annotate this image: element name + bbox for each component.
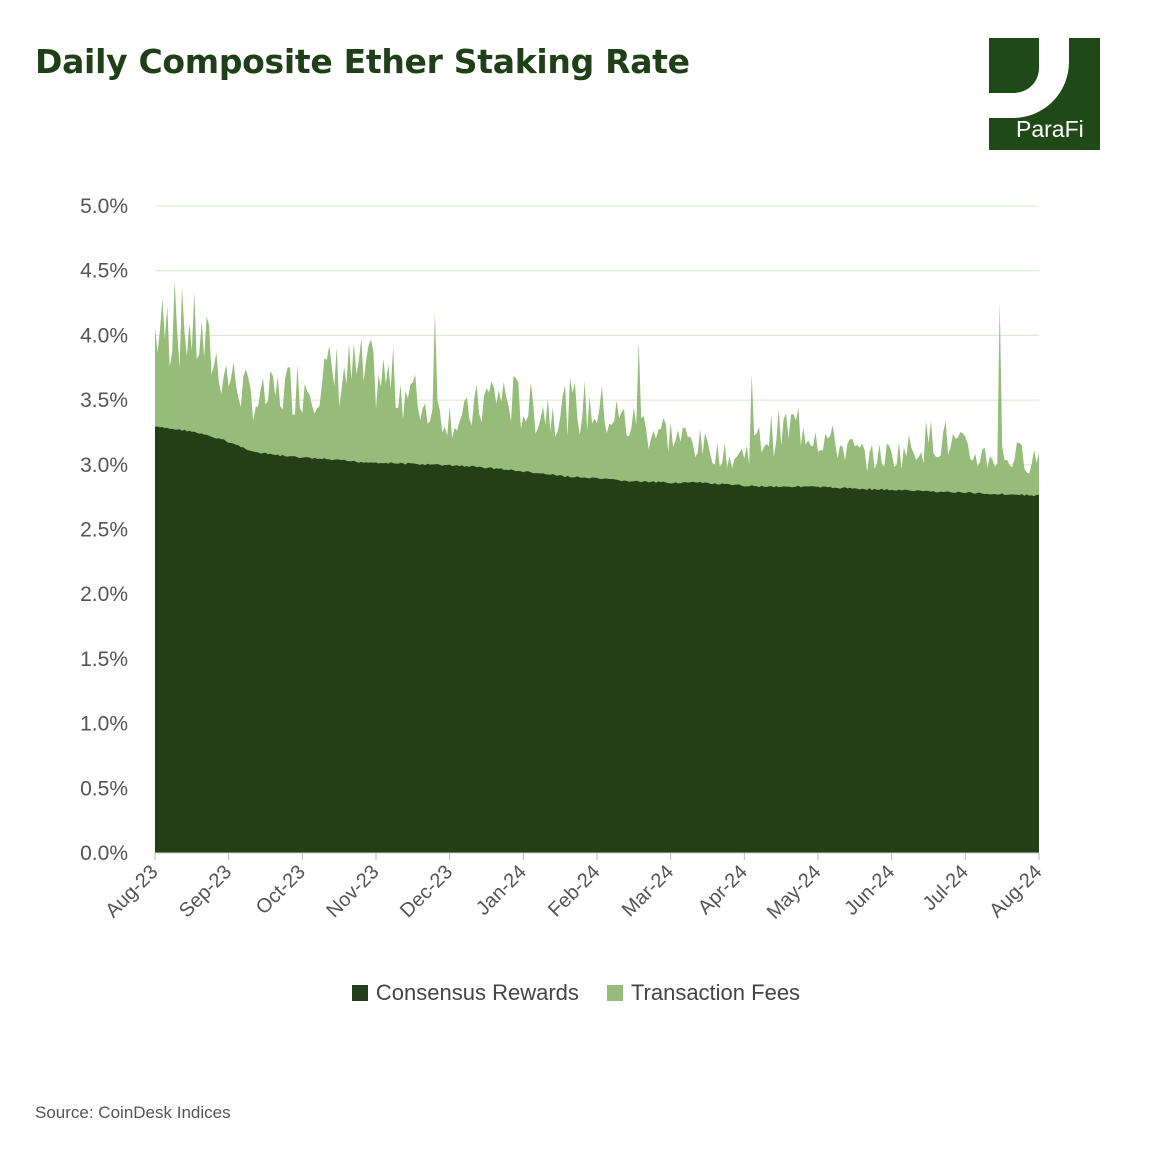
y-tick-label: 1.0%: [80, 713, 128, 736]
chart-areas: [155, 281, 1039, 854]
x-axis-ticks: Aug-23 Sep-23 Oct-23 Nov-23 Dec-23 Jan-24 Feb-…: [101, 852, 1047, 924]
legend-label-fees: Transaction Fees: [630, 980, 801, 1005]
area-consensus-rewards: [155, 426, 1039, 853]
x-tick-label: Aug-23: [101, 861, 162, 922]
x-tick-label: Dec-23: [396, 861, 457, 922]
y-tick-label: 5.0%: [80, 195, 128, 218]
y-tick-label: 1.5%: [80, 648, 128, 671]
x-tick-label: May-24: [763, 861, 826, 924]
x-tick-label: Feb-24: [544, 861, 604, 921]
x-tick-label: Jan-24: [472, 861, 531, 920]
y-tick-label: 3.5%: [80, 389, 128, 412]
x-tick-label: Mar-24: [618, 861, 678, 921]
legend-item-transaction-fees: Transaction Fees: [606, 980, 801, 1006]
y-tick-label: 0.0%: [80, 842, 128, 865]
legend: Consensus Rewards Transaction Fees: [0, 980, 1152, 1006]
y-tick-label: 2.5%: [80, 519, 128, 542]
y-tick-label: 4.0%: [80, 324, 128, 347]
legend-item-consensus-rewards: Consensus Rewards: [351, 980, 579, 1006]
x-tick-label: Jun-24: [840, 861, 899, 920]
source-note: Source: CoinDesk Indices: [35, 1103, 231, 1122]
x-tick-label: Sep-23: [175, 861, 236, 922]
y-tick-label: 2.0%: [80, 583, 128, 606]
x-tick-label: Aug-24: [985, 861, 1046, 922]
legend-label-consensus: Consensus Rewards: [375, 980, 579, 1005]
legend-swatch-consensus: [351, 985, 368, 1001]
x-tick-label: Nov-23: [322, 861, 383, 922]
y-tick-label: 3.0%: [80, 454, 128, 477]
y-tick-label: 0.5%: [80, 777, 128, 800]
staking-rate-chart: 0.0% 0.5% 1.0% 1.5% 2.0% 2.5% 3.0% 3.5% 4.0% 4.5%…: [80, 195, 1047, 924]
chart-title: Daily Composite Ether Staking Rate: [35, 42, 690, 81]
parafi-logo: [989, 38, 1100, 150]
y-tick-label: 4.5%: [80, 260, 128, 283]
y-axis-ticks: 0.0% 0.5% 1.0% 1.5% 2.0% 2.5% 3.0% 3.5% 4.0% 4.5%…: [80, 195, 128, 865]
x-tick-label: Oct-23: [252, 861, 310, 919]
x-tick-label: Apr-24: [694, 861, 752, 919]
x-tick-label: Jul-24: [919, 861, 973, 915]
logo-text: ParaFi: [1016, 116, 1084, 142]
legend-swatch-fees: [606, 985, 623, 1001]
